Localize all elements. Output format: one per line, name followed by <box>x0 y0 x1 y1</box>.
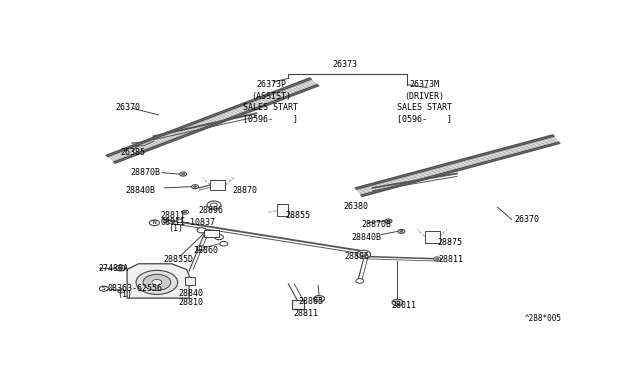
Circle shape <box>360 252 367 256</box>
Circle shape <box>211 203 218 207</box>
Text: 28835D: 28835D <box>163 255 193 264</box>
Text: 28870B: 28870B <box>131 168 161 177</box>
Circle shape <box>176 219 182 222</box>
Bar <box>277 204 288 216</box>
Text: 26370: 26370 <box>514 215 539 224</box>
Text: 28865: 28865 <box>298 297 323 306</box>
Circle shape <box>116 265 125 271</box>
Circle shape <box>356 279 364 283</box>
Text: 26373P
(ASSIST)
SALES START
[0596-    ]: 26373P (ASSIST) SALES START [0596- ] <box>243 80 298 123</box>
Circle shape <box>436 258 438 260</box>
Circle shape <box>149 220 159 226</box>
Circle shape <box>197 228 206 233</box>
Circle shape <box>395 301 400 304</box>
Circle shape <box>220 241 228 246</box>
Text: 26373: 26373 <box>333 60 358 69</box>
Circle shape <box>398 230 405 233</box>
Text: ^288*005: ^288*005 <box>525 314 562 323</box>
Text: 28860: 28860 <box>193 246 218 255</box>
Circle shape <box>99 286 108 291</box>
Polygon shape <box>127 264 189 298</box>
Text: 28896: 28896 <box>198 206 223 215</box>
Bar <box>425 231 440 243</box>
Bar <box>211 180 225 190</box>
Text: 28855: 28855 <box>286 211 311 221</box>
Bar <box>204 230 220 237</box>
Circle shape <box>214 235 223 240</box>
Circle shape <box>314 296 324 302</box>
Text: 26370: 26370 <box>116 103 141 112</box>
Text: 26373M
(DRIVER)
SALES START
[0596-    ]: 26373M (DRIVER) SALES START [0596- ] <box>397 80 452 123</box>
Circle shape <box>182 173 185 175</box>
Text: S: S <box>102 286 106 291</box>
Circle shape <box>385 219 392 223</box>
Bar <box>185 277 195 285</box>
Circle shape <box>118 267 123 269</box>
Circle shape <box>143 275 171 291</box>
Circle shape <box>180 172 187 176</box>
Text: 28811: 28811 <box>161 211 186 219</box>
Circle shape <box>400 231 403 232</box>
Text: (1): (1) <box>117 290 132 299</box>
Text: 28840B: 28840B <box>352 232 382 242</box>
Text: (1): (1) <box>168 224 183 233</box>
Bar <box>292 300 305 309</box>
Text: 28870B: 28870B <box>362 220 392 229</box>
Circle shape <box>387 220 390 222</box>
Text: 28840: 28840 <box>178 289 204 298</box>
Text: 28811: 28811 <box>293 309 318 318</box>
Text: 28810: 28810 <box>178 298 204 307</box>
Text: 27480A: 27480A <box>99 264 129 273</box>
Text: 28896: 28896 <box>345 252 370 261</box>
Circle shape <box>193 186 196 187</box>
Circle shape <box>356 250 371 258</box>
Text: 26380: 26380 <box>344 202 369 211</box>
Circle shape <box>136 270 178 294</box>
Text: N: N <box>152 220 156 225</box>
Text: 28870: 28870 <box>233 186 258 195</box>
Text: 28811: 28811 <box>438 255 463 264</box>
Text: 28875: 28875 <box>437 238 462 247</box>
Text: 26385: 26385 <box>121 148 146 157</box>
Circle shape <box>392 299 403 305</box>
Circle shape <box>152 279 162 285</box>
Circle shape <box>207 201 221 209</box>
Text: 08363-62556: 08363-62556 <box>108 285 163 294</box>
Circle shape <box>118 289 125 293</box>
Circle shape <box>317 297 321 300</box>
Circle shape <box>196 246 205 250</box>
Circle shape <box>184 211 187 213</box>
Text: 28840B: 28840B <box>125 186 156 195</box>
Circle shape <box>182 210 189 214</box>
Circle shape <box>434 257 440 261</box>
Text: 08911-10837: 08911-10837 <box>161 218 215 227</box>
Circle shape <box>191 185 198 189</box>
Text: 28011: 28011 <box>392 301 417 310</box>
